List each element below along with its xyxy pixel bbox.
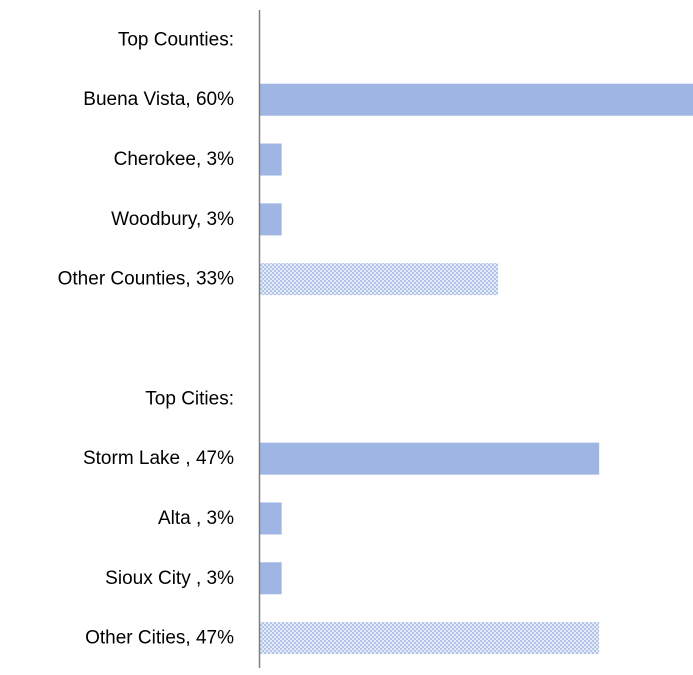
category-label: Top Cities: [145,388,234,409]
category-label: Top Counties: [118,29,234,50]
category-label: Other Counties, 33% [58,269,234,290]
bar [260,502,282,535]
bar [260,83,693,116]
category-labels: Top Counties: Buena Vista, 60% Cherokee, 3… [58,29,234,648]
bar [260,442,600,475]
category-label: Buena Vista, 60% [83,89,234,110]
bar [260,203,282,236]
category-label: Sioux City , 3% [105,568,234,589]
category-label: Alta , 3% [158,508,234,529]
category-label: Storm Lake , 47% [83,448,234,469]
category-label: Woodbury, 3% [111,209,234,230]
bars-layer [260,83,693,655]
bar-other [260,622,600,655]
category-label: Other Cities, 47% [85,628,234,649]
bar [260,143,282,176]
category-label: Cherokee, 3% [114,149,235,170]
bar [260,562,282,595]
bar-other [260,263,499,296]
